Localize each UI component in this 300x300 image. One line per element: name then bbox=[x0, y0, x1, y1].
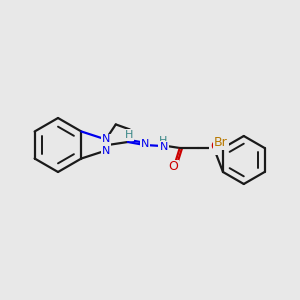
Text: H: H bbox=[124, 130, 133, 140]
Text: N: N bbox=[102, 134, 110, 144]
Text: N: N bbox=[102, 146, 110, 156]
Text: N: N bbox=[141, 139, 149, 149]
Text: H: H bbox=[159, 136, 167, 146]
Text: O: O bbox=[168, 160, 178, 173]
Text: Br: Br bbox=[214, 136, 228, 148]
Text: N: N bbox=[160, 142, 168, 152]
Text: O: O bbox=[210, 140, 220, 154]
